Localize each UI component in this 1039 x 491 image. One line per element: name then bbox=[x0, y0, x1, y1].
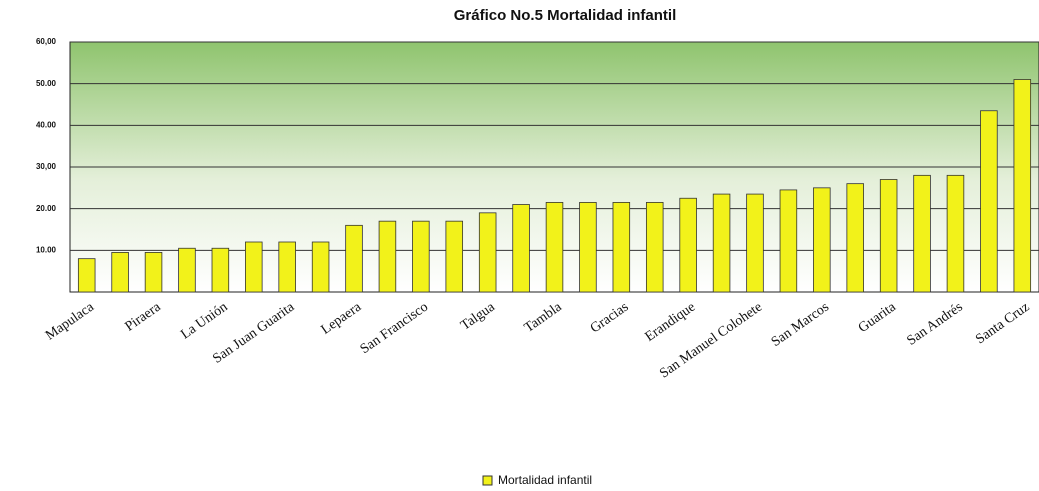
y-tick-label: 50.00 bbox=[36, 79, 57, 88]
x-tick-label: Lepaera bbox=[319, 299, 365, 338]
bar bbox=[746, 193, 764, 293]
bar bbox=[211, 247, 230, 293]
y-tick-label: 60,00 bbox=[36, 37, 57, 46]
bar bbox=[846, 183, 864, 293]
bar bbox=[378, 220, 397, 293]
bar bbox=[679, 197, 697, 293]
bar bbox=[612, 202, 631, 293]
bar bbox=[946, 174, 965, 293]
y-tick-label: 10.00 bbox=[36, 245, 57, 254]
x-tick-label: Piraera bbox=[123, 299, 165, 334]
x-tick-label: Mapulaca bbox=[43, 299, 97, 343]
bar bbox=[278, 241, 296, 293]
bar bbox=[779, 189, 798, 293]
bar bbox=[579, 202, 597, 293]
x-tick-label: Guarita bbox=[856, 299, 900, 336]
bar bbox=[178, 247, 196, 293]
x-tick-label: Talgua bbox=[458, 299, 498, 333]
bar bbox=[345, 224, 363, 293]
bar bbox=[813, 187, 831, 293]
y-tick-label: 30,00 bbox=[36, 162, 57, 171]
bar bbox=[245, 241, 263, 293]
bar bbox=[712, 193, 731, 293]
x-tick-label: Tambla bbox=[522, 299, 565, 336]
y-tick-label: 20.00 bbox=[36, 204, 57, 213]
bar bbox=[111, 252, 129, 293]
y-tick-label: 40.00 bbox=[36, 120, 57, 129]
bar bbox=[913, 174, 931, 293]
x-tick-label: Santa Cruz bbox=[973, 300, 1032, 348]
x-tick-label: San Francisco bbox=[358, 300, 431, 358]
legend-label: Mortalidad infantil bbox=[498, 473, 592, 487]
bar bbox=[512, 204, 530, 293]
legend-swatch bbox=[482, 475, 493, 486]
bar bbox=[545, 202, 564, 293]
bar bbox=[445, 220, 464, 293]
chart-title: Gráfico No.5 Mortalidad infantil bbox=[454, 7, 677, 24]
bar bbox=[77, 258, 96, 293]
bar bbox=[412, 220, 430, 293]
x-tick-label: Gracias bbox=[588, 300, 632, 337]
bar bbox=[478, 212, 497, 293]
bar bbox=[144, 252, 163, 293]
x-tick-label: Erandique bbox=[643, 300, 699, 345]
x-tick-label: San Marcos bbox=[769, 300, 832, 350]
bar bbox=[879, 179, 898, 293]
x-tick-label: San Andrés bbox=[904, 300, 965, 349]
bar bbox=[980, 110, 998, 293]
bar bbox=[311, 241, 330, 293]
x-tick-label: La Unión bbox=[178, 300, 230, 343]
bar bbox=[1013, 79, 1032, 293]
bar bbox=[645, 202, 664, 293]
